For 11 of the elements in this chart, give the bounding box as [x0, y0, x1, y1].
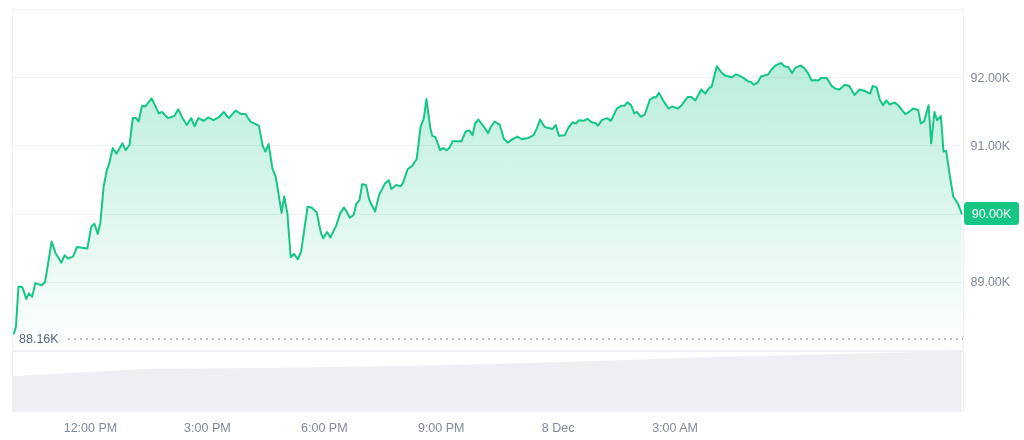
y-tick-label: 92.00K [970, 70, 1011, 85]
x-tick-label: 3:00 PM [184, 420, 231, 435]
ref-line-label: 88.16K [19, 332, 60, 347]
x-tick-label: 12:00 PM [63, 420, 118, 435]
x-tick-label: 3:00 AM [652, 420, 699, 435]
annotation: 90.00K [971, 206, 1012, 221]
x-tick-label: 8 Dec [541, 420, 575, 435]
y-tick-label: 89.00K [970, 275, 1011, 290]
x-tick-label: 6:00 PM [301, 420, 348, 435]
x-tick-label: 9:00 PM [417, 420, 465, 435]
y-tick-label: 91.00K [970, 138, 1011, 153]
